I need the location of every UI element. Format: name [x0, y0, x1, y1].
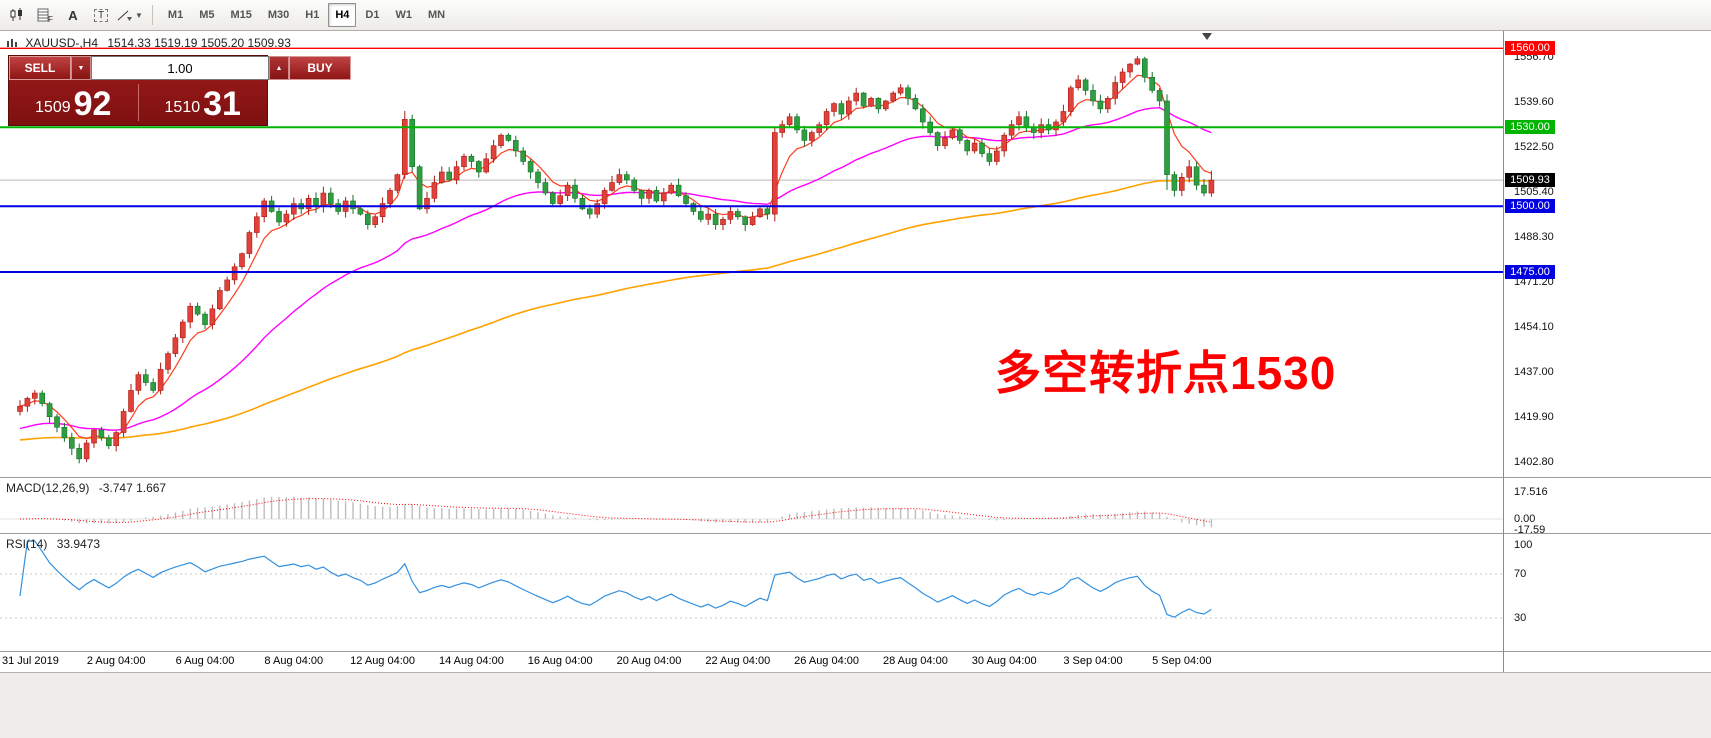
- volume-increase-button[interactable]: ▲: [269, 56, 289, 80]
- time-axis-label: 2 Aug 04:00: [86, 655, 146, 667]
- macd-header: MACD(12,26,9) -3.747 1.667: [6, 481, 166, 495]
- timeframe-button-w1[interactable]: W1: [388, 3, 419, 27]
- candlestick-chart-icon[interactable]: [4, 3, 30, 27]
- time-axis-label: 30 Aug 04:00: [971, 655, 1037, 667]
- macd-canvas[interactable]: [0, 478, 1503, 533]
- svg-text:F: F: [48, 15, 53, 22]
- candles-icon: [10, 8, 22, 21]
- time-axis-label: 12 Aug 04:00: [350, 655, 416, 667]
- volume-decrease-button[interactable]: ▼: [71, 56, 91, 80]
- timeframe-button-m30[interactable]: M30: [261, 3, 296, 27]
- text-tool-icon[interactable]: A: [60, 3, 86, 27]
- sell-button[interactable]: SELL: [9, 56, 71, 80]
- buy-price-display[interactable]: 1510 31: [139, 80, 268, 125]
- time-axis-label: 26 Aug 04:00: [794, 655, 860, 667]
- time-axis-label: 8 Aug 04:00: [264, 655, 324, 667]
- timeframe-button-h1[interactable]: H1: [298, 3, 326, 27]
- price-axis[interactable]: 1556.70 1539.60 1522.50 1505.40 1488.30 1471.…: [1504, 0, 1711, 738]
- panel-resize-divider[interactable]: [0, 477, 1711, 478]
- text-box-tool-icon[interactable]: T: [88, 3, 114, 27]
- time-axis-label: 14 Aug 04:00: [438, 655, 504, 667]
- macd-label: MACD(12,26,9): [6, 481, 90, 495]
- window-bottom-area: [0, 672, 1711, 738]
- price-axis-tick: 1539.60: [1514, 96, 1554, 108]
- time-axis-label: 31 Jul 2019: [2, 655, 59, 667]
- chart-title-icon: [6, 37, 18, 51]
- buy-price-main: 1510: [164, 99, 201, 116]
- price-axis-tick: 1471.20: [1514, 276, 1554, 288]
- time-axis-label: 22 Aug 04:00: [705, 655, 771, 667]
- price-axis-tick: 1437.00: [1514, 366, 1554, 378]
- price-axis-tick: 1402.80: [1514, 456, 1554, 468]
- caret-up-icon: ▲: [275, 64, 283, 72]
- caret-down-icon: ▼: [77, 64, 85, 72]
- chart-list-icon[interactable]: F: [32, 3, 58, 27]
- price-axis-tick: 1419.90: [1514, 411, 1554, 423]
- time-axis-label: 20 Aug 04:00: [616, 655, 682, 667]
- chart-title: XAUUSD-,H4 1514.33 1519.19 1505.20 1509.…: [6, 36, 291, 51]
- main-chart-canvas[interactable]: [0, 31, 1503, 477]
- chart-shift-marker[interactable]: [1202, 33, 1212, 40]
- time-axis-label: 16 Aug 04:00: [527, 655, 593, 667]
- timeframe-button-d1[interactable]: D1: [358, 3, 386, 27]
- chevron-down-icon: ▼: [135, 10, 143, 20]
- rsi-axis-tick: 100: [1514, 539, 1533, 551]
- buy-button[interactable]: BUY: [289, 56, 351, 80]
- chart-annotation[interactable]: 多空转折点1530: [995, 347, 1337, 399]
- price-level-tag: 1500.00: [1505, 199, 1555, 214]
- timeframe-button-h4[interactable]: H4: [328, 3, 357, 27]
- toolbar: F A T ▼ M1 M5 M15 M30 H1 H4 D1 W1 MN: [0, 0, 1711, 31]
- time-axis-label: 28 Aug 04:00: [882, 655, 948, 667]
- volume-input[interactable]: [91, 56, 269, 80]
- price-axis-tick: 1505.40: [1514, 186, 1554, 198]
- list-f-icon: F: [37, 8, 53, 22]
- price-axis-tick: 1522.50: [1514, 141, 1554, 153]
- symbol-timeframe: XAUUSD-,H4: [25, 36, 99, 50]
- timeframe-button-m5[interactable]: M5: [192, 3, 221, 27]
- price-level-tag: 1530.00: [1505, 120, 1555, 135]
- timeframe-button-m15[interactable]: M15: [223, 3, 258, 27]
- price-axis-separator: [1503, 31, 1504, 672]
- rsi-label: RSI(14): [6, 537, 48, 551]
- rsi-header: RSI(14) 33.9473: [6, 537, 100, 551]
- sell-price-pips: 92: [73, 85, 112, 123]
- price-axis-tick: 1488.30: [1514, 231, 1554, 243]
- shapes-icon: [117, 10, 132, 21]
- price-level-tag: 1475.00: [1505, 265, 1555, 279]
- rsi-value: 33.9473: [56, 537, 101, 551]
- panel-resize-divider[interactable]: [0, 533, 1711, 534]
- time-axis-label: 6 Aug 04:00: [175, 655, 235, 667]
- time-axis[interactable]: 31 Jul 2019 2 Aug 04:00 6 Aug 04:00 8 Aug 0…: [0, 652, 1503, 672]
- timeframe-button-mn[interactable]: MN: [421, 3, 452, 27]
- one-click-trade-panel: SELL ▼ ▲ BUY 1509 92 1510 31: [8, 55, 351, 126]
- bid-price-tag: 1509.93: [1505, 173, 1555, 188]
- time-axis-label: 5 Sep 04:00: [1152, 655, 1212, 667]
- sell-price-display[interactable]: 1509 92: [9, 80, 138, 125]
- macd-axis-tick: -17.59: [1514, 524, 1546, 536]
- time-axis-label: 3 Sep 04:00: [1063, 655, 1123, 667]
- price-level-tag: 1560.00: [1505, 41, 1555, 56]
- macd-axis-tick: 0.00: [1514, 513, 1536, 525]
- macd-values: -3.747 1.667: [98, 481, 167, 495]
- toolbar-separator: [151, 5, 153, 25]
- price-divider: [137, 84, 139, 121]
- rsi-canvas[interactable]: [0, 534, 1503, 651]
- timeframe-button-m1[interactable]: M1: [161, 3, 190, 27]
- ohlc-values: 1514.33 1519.19 1505.20 1509.93: [107, 36, 291, 50]
- panel-resize-divider[interactable]: [0, 651, 1711, 652]
- rsi-axis-tick: 30: [1514, 612, 1527, 624]
- boxed-t-icon: T: [94, 8, 108, 22]
- buy-price-pips: 31: [203, 85, 241, 123]
- rsi-axis-tick: 70: [1514, 568, 1527, 580]
- price-axis-tick: 1454.10: [1514, 321, 1554, 333]
- line-tools-dropdown[interactable]: ▼: [116, 3, 144, 27]
- sell-price-main: 1509: [35, 99, 71, 116]
- macd-axis-tick: 17.516: [1514, 486, 1548, 498]
